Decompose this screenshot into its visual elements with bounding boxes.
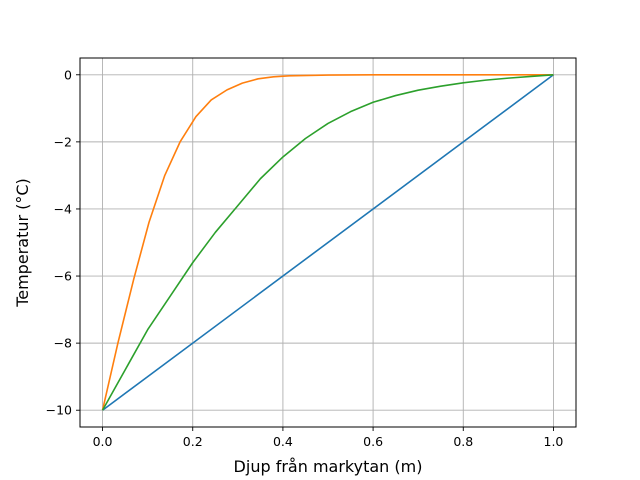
series-line-1 [102, 74, 554, 411]
series-line-3 [101, 73, 554, 411]
grid-lines [80, 58, 576, 427]
series-line-2 [101, 73, 554, 411]
y-tick-label: −4 [54, 201, 72, 216]
x-axis-label: Djup från markytan (m) [234, 457, 423, 476]
y-tick-label: −10 [46, 403, 72, 418]
x-tick-label: 0.0 [93, 434, 113, 449]
plot-frame [79, 57, 577, 428]
x-tick-label: 0.2 [183, 434, 203, 449]
x-tick-label: 0.4 [273, 434, 293, 449]
x-tick-label: 0.8 [453, 434, 473, 449]
x-tick-label: 1.0 [544, 434, 564, 449]
y-axis-ticks: −10 −8 −6 −4 −2 0 [46, 67, 80, 418]
y-axis-label: Temperatur (°C) [13, 178, 32, 308]
series-lines [101, 73, 554, 411]
y-tick-label: −6 [54, 269, 72, 284]
y-tick-label: −2 [54, 134, 72, 149]
y-tick-label: 0 [64, 67, 72, 82]
y-tick-label: −8 [54, 336, 72, 351]
x-tick-label: 0.6 [363, 434, 383, 449]
x-axis-ticks: 0.0 0.2 0.4 0.6 0.8 1.0 [93, 427, 564, 449]
